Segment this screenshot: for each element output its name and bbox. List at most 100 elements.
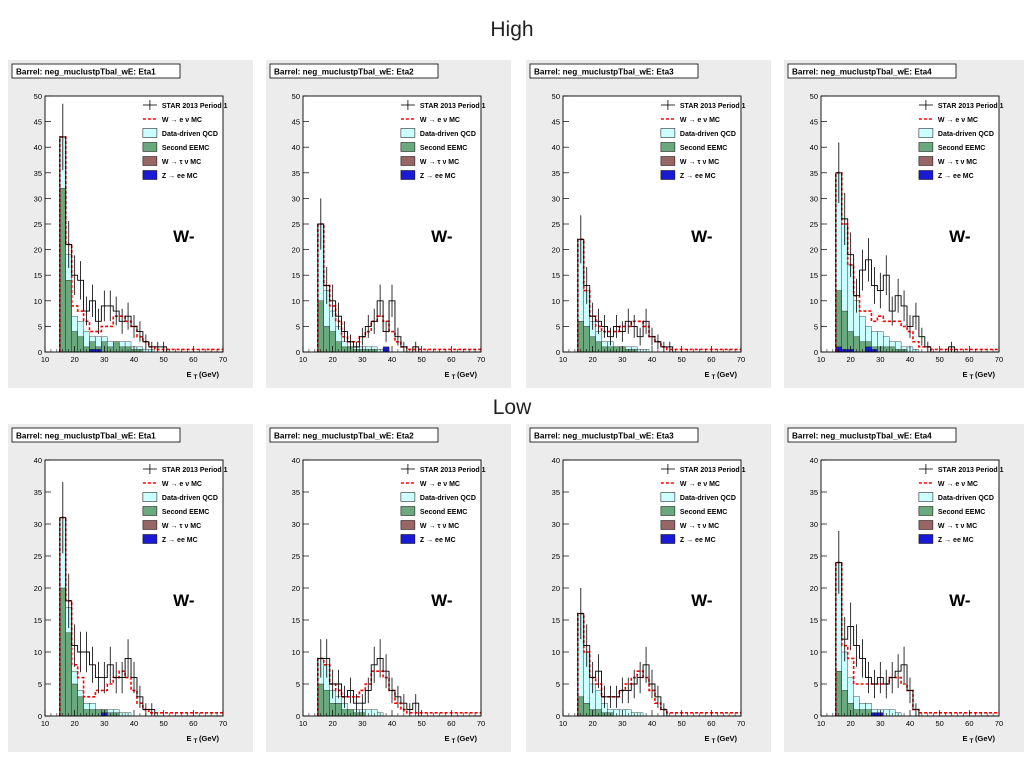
x-tick-label: 60 — [189, 355, 197, 364]
legend-swatch — [142, 156, 158, 166]
y-tick-label: 10 — [292, 297, 300, 306]
legend-swatch — [142, 492, 158, 502]
chart-title: Barrel: neg_muclustpTbal_wE: Eta2 — [274, 432, 414, 441]
w-minus-annotation: W- — [691, 227, 712, 246]
second-eemc-bar — [59, 187, 66, 353]
x-tick-label: 70 — [219, 719, 227, 728]
legend-label: W → τ ν MC — [680, 159, 719, 166]
legend-label: Z → ee MC — [680, 173, 716, 180]
x-tick-label: 40 — [906, 355, 914, 364]
x-tick-label: 50 — [159, 719, 167, 728]
chart-panel-high-eta1: Barrel: neg_muclustpTbal_wE: Eta1 0 5 10 15 2… — [8, 60, 253, 388]
x-tick-label: 70 — [477, 719, 485, 728]
chart-title-box — [11, 427, 181, 443]
x-axis-label: E T (GeV) — [187, 734, 220, 745]
w-minus-annotation: W- — [691, 591, 712, 610]
legend-label: W → τ ν MC — [938, 159, 977, 166]
y-tick-label: 0 — [38, 712, 42, 721]
legend-label: Z → ee MC — [162, 537, 198, 544]
chart-panel-low-eta3: Barrel: neg_muclustpTbal_wE: Eta3 0 5 10 15 2… — [526, 424, 771, 752]
legend-swatch — [400, 170, 416, 180]
x-tick-label: 50 — [935, 719, 943, 728]
y-tick-label: 25 — [552, 552, 560, 561]
y-tick-label: 35 — [810, 488, 818, 497]
y-tick-label: 20 — [34, 246, 42, 255]
second-eemc-bar — [835, 671, 842, 717]
y-tick-label: 30 — [810, 520, 818, 529]
second-eemc-bar — [323, 690, 330, 717]
legend-label: W → e ν MC — [162, 117, 202, 124]
plot-area — [45, 96, 223, 352]
legend-swatch — [400, 506, 416, 516]
x-tick-label: 30 — [358, 719, 366, 728]
y-tick-label: 0 — [296, 712, 300, 721]
legend-swatch — [918, 170, 934, 180]
y-tick-label: 20 — [810, 584, 818, 593]
x-tick-label: 40 — [130, 719, 138, 728]
y-tick-label: 40 — [552, 456, 560, 465]
y-tick-label: 30 — [34, 520, 42, 529]
y-tick-label: 10 — [552, 297, 560, 306]
y-tick-label: 15 — [34, 616, 42, 625]
x-axis-label: E T (GeV) — [187, 370, 220, 381]
y-tick-label: 15 — [810, 616, 818, 625]
y-tick-label: 15 — [292, 616, 300, 625]
x-tick-label: 10 — [299, 719, 307, 728]
y-tick-label: 10 — [34, 648, 42, 657]
y-tick-label: 5 — [38, 680, 42, 689]
y-tick-label: 5 — [296, 680, 300, 689]
legend-label: W → e ν MC — [680, 481, 720, 488]
chart-title-box — [529, 427, 699, 443]
y-tick-label: 5 — [296, 322, 300, 331]
legend-label: Z → ee MC — [162, 173, 198, 180]
legend-label: W → e ν MC — [938, 117, 978, 124]
legend-label: STAR 2013 Period 1 — [420, 467, 486, 474]
legend-swatch — [918, 142, 934, 152]
legend-label: W → e ν MC — [938, 481, 978, 488]
x-tick-label: 50 — [935, 355, 943, 364]
y-tick-label: 40 — [292, 456, 300, 465]
x-tick-label: 20 — [588, 355, 596, 364]
x-tick-label: 40 — [648, 355, 656, 364]
legend-label: Second EEMC — [938, 145, 985, 152]
legend-label: Z → ee MC — [420, 537, 456, 544]
x-tick-label: 40 — [906, 719, 914, 728]
y-tick-label: 20 — [552, 246, 560, 255]
x-tick-label: 50 — [417, 719, 425, 728]
x-tick-label: 60 — [965, 355, 973, 364]
legend-swatch — [660, 142, 676, 152]
y-tick-label: 0 — [814, 348, 818, 357]
y-tick-label: 5 — [814, 322, 818, 331]
x-tick-label: 10 — [41, 355, 49, 364]
legend-swatch — [660, 128, 676, 138]
x-tick-label: 10 — [559, 719, 567, 728]
y-tick-label: 25 — [292, 220, 300, 229]
y-tick-label: 45 — [552, 118, 560, 127]
y-tick-label: 40 — [810, 456, 818, 465]
legend-swatch — [918, 534, 934, 544]
legend-label: W → τ ν MC — [680, 523, 719, 530]
y-tick-label: 20 — [34, 584, 42, 593]
chart-title: Barrel: neg_muclustpTbal_wE: Eta1 — [16, 432, 156, 441]
legend-swatch — [918, 520, 934, 530]
y-tick-label: 0 — [556, 348, 560, 357]
x-tick-label: 50 — [159, 355, 167, 364]
y-tick-label: 35 — [552, 169, 560, 178]
legend-swatch — [918, 492, 934, 502]
x-axis-label: E T (GeV) — [705, 370, 738, 381]
chart-svg: Barrel: neg_muclustpTbal_wE: Eta4 0 5 10 15 2… — [787, 427, 1004, 745]
w-minus-annotation: W- — [173, 227, 194, 246]
legend-label: Second EEMC — [680, 509, 727, 516]
x-tick-label: 70 — [995, 355, 1003, 364]
y-tick-label: 20 — [552, 584, 560, 593]
legend-swatch — [142, 520, 158, 530]
y-tick-label: 5 — [814, 680, 818, 689]
chart-panel-high-eta3: Barrel: neg_muclustpTbal_wE: Eta3 0 5 10 15 2… — [526, 60, 771, 388]
y-tick-label: 25 — [552, 220, 560, 229]
y-tick-label: 30 — [810, 194, 818, 203]
legend-label: Second EEMC — [162, 509, 209, 516]
x-tick-label: 40 — [648, 719, 656, 728]
chart-title: Barrel: neg_muclustpTbal_wE: Eta4 — [792, 68, 932, 77]
x-tick-label: 20 — [328, 355, 336, 364]
x-tick-label: 20 — [328, 719, 336, 728]
